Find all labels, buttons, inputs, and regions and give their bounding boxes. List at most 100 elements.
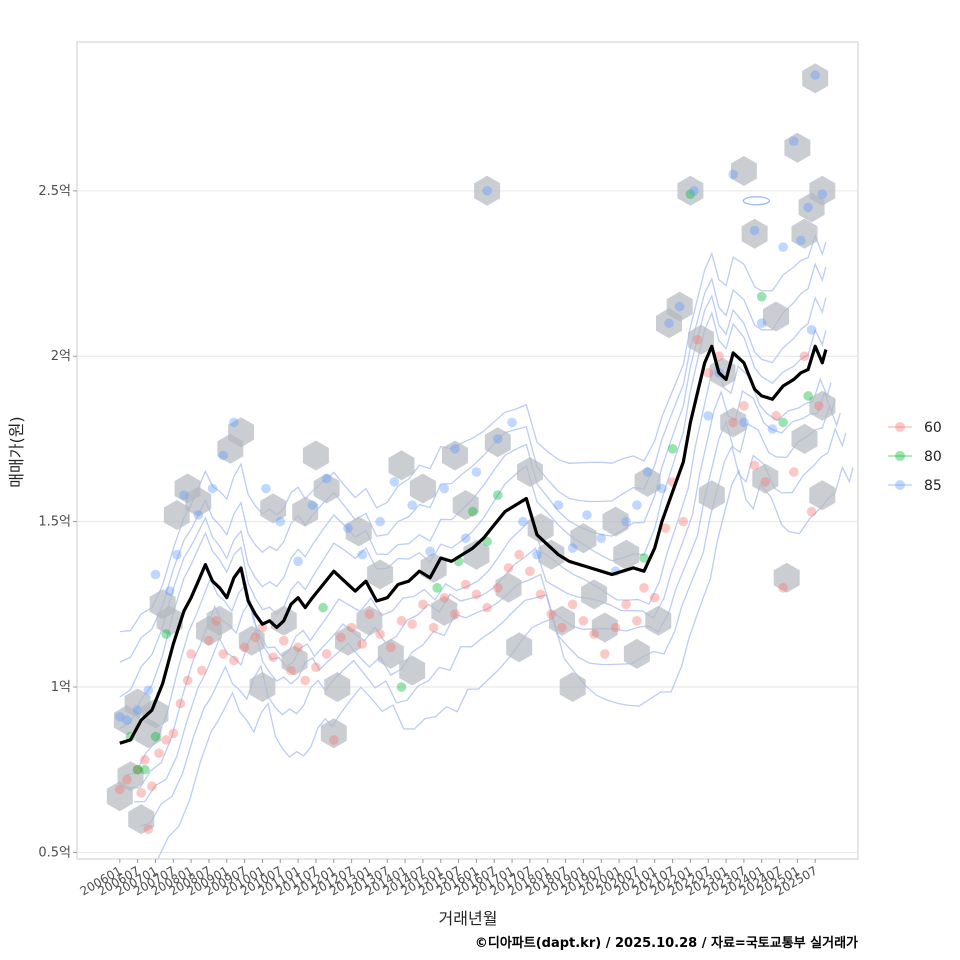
trend-line bbox=[119, 344, 828, 745]
data-point-60 bbox=[749, 460, 760, 471]
data-point-85 bbox=[132, 705, 143, 715]
data-point-80 bbox=[685, 189, 696, 199]
data-point-85 bbox=[179, 490, 189, 501]
data-point-85 bbox=[164, 586, 175, 596]
legend-key-dot bbox=[895, 451, 905, 461]
data-point-60 bbox=[649, 592, 660, 603]
data-point-85 bbox=[767, 424, 778, 434]
data-point-60 bbox=[578, 616, 589, 626]
data-point-85 bbox=[582, 510, 592, 520]
data-point-60 bbox=[535, 589, 546, 600]
data-point-80 bbox=[639, 553, 649, 563]
data-point-60 bbox=[329, 735, 339, 745]
data-point-85 bbox=[471, 467, 482, 477]
hexbin-cell bbox=[117, 761, 144, 792]
data-point-60 bbox=[789, 467, 799, 477]
data-point-85 bbox=[810, 70, 820, 80]
data-point-60 bbox=[567, 599, 578, 610]
data-point-85 bbox=[261, 483, 271, 494]
density-contour bbox=[119, 233, 827, 633]
data-point-85 bbox=[689, 186, 699, 196]
data-point-85 bbox=[375, 516, 385, 527]
density-contour bbox=[742, 196, 771, 206]
hexbin-cell bbox=[623, 638, 650, 669]
data-point-80 bbox=[756, 291, 767, 302]
data-point-85 bbox=[343, 523, 353, 533]
hexbin-cell bbox=[791, 218, 818, 249]
y-tick-label: 2억 bbox=[51, 349, 71, 364]
data-point-60 bbox=[428, 622, 439, 633]
hexbin-cell bbox=[142, 698, 169, 729]
legend-key-dot bbox=[895, 480, 905, 490]
data-point-85 bbox=[389, 477, 400, 487]
hexbin-cell bbox=[666, 291, 693, 322]
data-point-85 bbox=[596, 533, 606, 543]
data-point-85 bbox=[778, 242, 788, 252]
hexbin-cell bbox=[581, 579, 608, 610]
hexbin-cell bbox=[763, 301, 789, 332]
data-point-85 bbox=[493, 434, 503, 444]
hexbin-cell bbox=[356, 605, 383, 636]
data-point-80 bbox=[468, 506, 478, 517]
data-point-60 bbox=[136, 788, 146, 798]
data-point-85 bbox=[150, 569, 161, 580]
data-point-60 bbox=[175, 698, 186, 709]
data-point-85 bbox=[817, 189, 828, 199]
hexbin-cell bbox=[463, 539, 490, 570]
hexbin-cell bbox=[313, 473, 340, 504]
hexbin-cell bbox=[163, 500, 190, 530]
data-point-85 bbox=[789, 136, 799, 146]
data-point-60 bbox=[140, 755, 150, 765]
data-point-85 bbox=[632, 500, 642, 510]
data-point-60 bbox=[514, 549, 524, 560]
data-point-60 bbox=[239, 642, 250, 653]
data-point-80 bbox=[132, 764, 143, 775]
data-point-85 bbox=[703, 411, 713, 421]
data-point-60 bbox=[154, 748, 164, 758]
data-point-60 bbox=[692, 334, 703, 345]
data-point-85 bbox=[739, 417, 749, 428]
data-point-60 bbox=[143, 824, 154, 834]
hexbin-cell bbox=[128, 804, 155, 835]
hexbin-cell bbox=[613, 539, 640, 570]
data-point-60 bbox=[197, 665, 207, 676]
x-axis: 2006012006072007012007072008012008072009… bbox=[78, 859, 820, 899]
data-point-85 bbox=[275, 516, 286, 527]
data-point-80 bbox=[318, 602, 328, 613]
data-point-60 bbox=[632, 616, 642, 626]
data-point-60 bbox=[760, 477, 771, 487]
data-point-60 bbox=[147, 781, 157, 791]
data-point-60 bbox=[182, 675, 193, 686]
hexbin-layer bbox=[106, 63, 836, 835]
hexbin-cell bbox=[559, 672, 586, 702]
data-point-60 bbox=[471, 589, 482, 600]
hexbin-cell bbox=[773, 562, 800, 593]
hexbin-cell bbox=[516, 457, 543, 487]
hexbin-cell bbox=[320, 718, 347, 749]
data-point-60 bbox=[300, 675, 311, 686]
hexbin-cell bbox=[506, 632, 533, 663]
hexbin-cell bbox=[442, 440, 468, 471]
data-point-85 bbox=[482, 186, 492, 196]
data-point-85 bbox=[122, 715, 132, 725]
data-point-60 bbox=[396, 616, 407, 626]
legend-label: 85 bbox=[924, 478, 942, 494]
legend-label: 80 bbox=[924, 449, 942, 465]
hexbin-cell bbox=[688, 324, 715, 355]
data-point-80 bbox=[161, 629, 171, 639]
data-point-60 bbox=[364, 609, 375, 619]
hexbin-cell bbox=[809, 175, 836, 206]
hexbin-cell bbox=[335, 625, 361, 656]
x-axis-title: 거래년월 bbox=[439, 909, 498, 928]
data-point-60 bbox=[268, 652, 278, 662]
y-tick-label: 2.5억 bbox=[38, 184, 71, 199]
y-axis: 0.5억 1억 1.5억 2억 2.5억 bbox=[38, 184, 77, 860]
hexbin-cell bbox=[591, 612, 618, 643]
hexbin-cell bbox=[292, 496, 319, 527]
hexbin-cell bbox=[538, 539, 565, 570]
data-point-80 bbox=[667, 444, 678, 454]
density-contours bbox=[119, 196, 854, 859]
data-point-85 bbox=[407, 500, 418, 510]
data-point-60 bbox=[218, 649, 228, 659]
